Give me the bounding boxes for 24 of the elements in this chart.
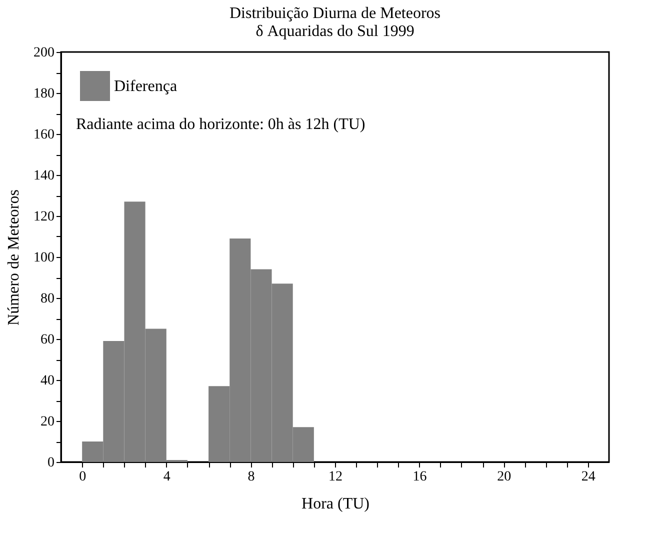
y-tick-label: 0 [48,456,54,470]
y-tick-label: 100 [34,250,54,266]
chart-title: Distribuição Diurna de Meteoros [229,5,441,22]
y-tick-label: 120 [34,210,54,224]
x-tick-label: 24 [581,470,596,484]
y-tick-label: 80 [40,292,54,306]
annotation: Radiante acima do horizonte: 0h às 12h (TU) [76,116,366,133]
x-tick-label: 20 [497,470,512,484]
x-tick-label: 12 [328,470,342,484]
chart-subtitle: δ Aquaridas do Sul 1999 [256,23,414,40]
y-tick-label: 140 [34,168,54,184]
legend-label: Diferença [114,78,178,95]
y-tick-label: 160 [34,128,54,142]
y-tick-label: 60 [40,332,54,348]
x-tick-label: 0 [79,470,86,484]
x-tick-label: 16 [412,470,427,484]
y-tick-label: 40 [40,374,54,388]
x-tick-label: 4 [163,470,170,484]
y-tick-label: 20 [40,414,54,430]
y-tick-label: 200 [34,46,54,60]
x-tick-label: 8 [248,470,255,484]
x-axis-title: Hora (TU) [302,496,370,512]
y-axis-title: Número de Meteoros [6,190,22,326]
y-tick-label: 180 [34,86,54,102]
